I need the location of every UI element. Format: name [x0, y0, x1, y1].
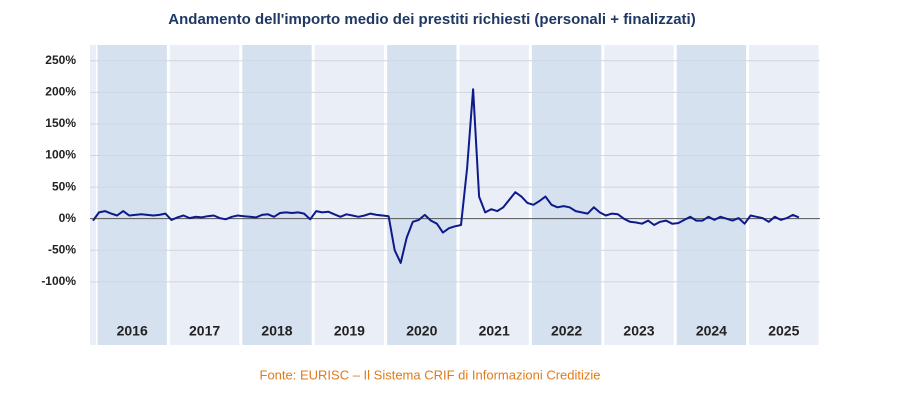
- year-band: [97, 45, 167, 345]
- y-tick-label: 150%: [45, 116, 76, 130]
- y-tick-label: -50%: [48, 242, 76, 256]
- y-tick-label: 250%: [45, 53, 76, 67]
- y-tick-label: 0%: [59, 211, 77, 225]
- x-tick-label: 2025: [768, 323, 799, 339]
- year-band: [169, 45, 240, 345]
- chart-title: Andamento dell'importo medio dei prestit…: [168, 11, 695, 28]
- year-band: [459, 45, 529, 345]
- y-tick-label: 200%: [45, 85, 76, 99]
- x-tick-label: 2016: [117, 323, 148, 339]
- source-note: Fonte: EURISC – Il Sistema CRIF di Infor…: [260, 367, 601, 382]
- x-tick-label: 2018: [261, 323, 292, 339]
- year-band: [604, 45, 674, 345]
- year-band: [314, 45, 385, 345]
- x-tick-label: 2023: [623, 323, 654, 339]
- year-band: [676, 45, 747, 345]
- y-tick-label: 100%: [45, 148, 76, 162]
- plot-background: [90, 45, 96, 345]
- y-tick-label: 50%: [52, 179, 76, 193]
- x-tick-label: 2017: [189, 323, 220, 339]
- data-line: [92, 88, 800, 264]
- x-tick-label: 2024: [696, 323, 727, 339]
- year-band: [387, 45, 457, 345]
- x-tick-label: 2022: [551, 323, 582, 339]
- year-band: [531, 45, 602, 345]
- y-tick-label: -100%: [41, 274, 76, 288]
- x-tick-label: 2021: [479, 323, 510, 339]
- year-band: [749, 45, 819, 345]
- year-band: [242, 45, 312, 345]
- x-tick-label: 2019: [334, 323, 365, 339]
- x-tick-label: 2020: [406, 323, 437, 339]
